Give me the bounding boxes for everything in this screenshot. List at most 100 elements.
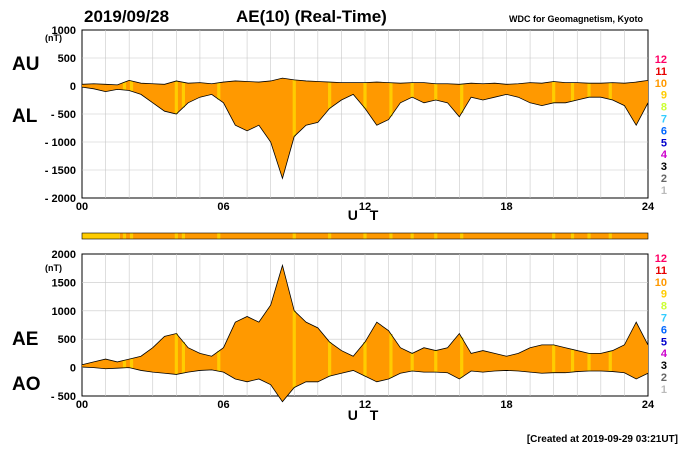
legend-station-count-12: 12 (655, 253, 667, 265)
x-tick-label: 18 (500, 201, 512, 213)
strip-highlight (122, 233, 127, 239)
legend-station-count-6: 6 (661, 324, 667, 336)
x-tick-label: 24 (642, 399, 655, 411)
strip-highlight (434, 233, 438, 239)
station-count-highlight-band (292, 310, 296, 388)
au-series-line (81, 77, 649, 86)
legend-station-count-9: 9 (661, 90, 667, 102)
station-count-highlight-band (460, 337, 464, 378)
legend-station-count-5: 5 (661, 336, 667, 348)
x-tick-label: 12 (359, 399, 371, 411)
x-tick-label: 12 (359, 201, 371, 213)
y-tick-label: 1000 (52, 25, 76, 37)
station-count-highlight-band (181, 342, 186, 374)
au-series-label: AU (12, 54, 39, 75)
station-count-highlight-band (292, 79, 296, 137)
plot-title: AE(10) (Real-Time) (236, 7, 387, 26)
station-count-strip (81, 232, 649, 240)
x-tick-label: 00 (76, 201, 88, 213)
legend-station-count-4: 4 (661, 149, 668, 161)
y-tick-label: - 2000 (45, 193, 76, 205)
y-tick-label: 500 (58, 53, 76, 65)
station-count-highlight-band (328, 82, 332, 109)
legend-station-count-3: 3 (661, 161, 667, 173)
ae-series-label: AE (12, 329, 38, 350)
station-count-highlight-band (570, 82, 575, 102)
y-tick-label: 1500 (52, 277, 76, 289)
station-count-highlight-band (587, 353, 591, 372)
strip-highlight (292, 233, 296, 239)
legend-station-count-7: 7 (661, 114, 667, 126)
ae-ao-area (81, 263, 649, 403)
ae-ao-x-tick-labels: 00 06 12 18 24 (76, 399, 655, 411)
strip-highlight (217, 233, 221, 239)
legend-station-count-10: 10 (655, 78, 667, 90)
station-count-highlight-band (363, 82, 367, 109)
strip-highlight (460, 233, 464, 239)
x-tick-label: 06 (217, 201, 229, 213)
station-count-highlight-band (129, 80, 134, 92)
legend-station-count-1: 1 (661, 185, 667, 197)
legend-station-count-5: 5 (661, 137, 667, 149)
x-tick-label: 00 (76, 399, 88, 411)
strip-highlight (587, 233, 591, 239)
y-tick-label: 1000 (52, 306, 76, 318)
strip-frame (81, 232, 649, 240)
legend-station-count-6: 6 (661, 125, 667, 137)
station-count-highlight-band (363, 342, 367, 377)
legend-station-count-12: 12 (655, 54, 667, 66)
station-count-highlight-band (122, 82, 127, 91)
x-tick-label: 18 (500, 399, 512, 411)
station-count-highlight-band (434, 83, 438, 100)
station-count-highlight-band (122, 360, 127, 368)
ae-ao-unit-label: (nT) (45, 263, 62, 273)
strip-highlight (570, 233, 575, 239)
plot-date: 2019/09/28 (84, 7, 169, 26)
created-timestamp: [Created at 2019-09-29 03:21UT] (527, 434, 678, 445)
station-count-highlight-band (608, 82, 612, 100)
station-count-highlight-band (587, 83, 591, 98)
y-tick-label: 0 (70, 363, 76, 375)
station-count-highlight-band (389, 82, 393, 117)
station-count-highlight-band (460, 84, 464, 113)
station-count-highlight-band (570, 349, 575, 373)
strip-highlight (410, 233, 414, 239)
station-count-highlight-band (174, 333, 178, 375)
y-tick-label: 0 (70, 81, 76, 93)
plot-source: WDC for Geomagnetism, Kyoto (509, 14, 644, 24)
legend-station-count-11: 11 (655, 265, 667, 277)
y-tick-label: 500 (58, 334, 76, 346)
range-fill-area (82, 265, 648, 402)
strip-highlight (181, 233, 186, 239)
legend-station-count-11: 11 (655, 66, 667, 78)
station-count-highlight-band (129, 358, 134, 369)
station-count-highlight-band (410, 82, 414, 98)
ao-series-line (81, 366, 649, 403)
y-tick-label: - 500 (51, 391, 76, 403)
station-count-highlight-band (552, 81, 556, 103)
station-count-highlight-band (217, 82, 221, 100)
ae-ao-y-tick-labels: 2000 1500 1000 500 0 - 500 (51, 249, 76, 403)
ae-series-line (81, 263, 649, 366)
y-tick-label: - 1500 (45, 165, 76, 177)
station-count-highlight-band (552, 344, 556, 373)
al-series-line (81, 86, 649, 180)
station-count-highlight-band (434, 350, 438, 373)
y-tick-label: - 1000 (45, 137, 76, 149)
legend-station-count-3: 3 (661, 360, 667, 372)
station-count-highlight-band (217, 351, 221, 372)
au-al-x-axis-label: U T (348, 207, 383, 223)
legend-station-count-1: 1 (661, 384, 667, 396)
strip-highlight (328, 233, 332, 239)
au-al-area (81, 77, 649, 180)
legend-station-count-2: 2 (661, 372, 667, 384)
legend-station-count-9: 9 (661, 289, 667, 301)
strip-segment (119, 233, 648, 239)
au-al-unit-label: (nT) (45, 33, 62, 43)
ao-series-label: AO (12, 374, 41, 395)
station-count-highlight-band (174, 80, 178, 114)
